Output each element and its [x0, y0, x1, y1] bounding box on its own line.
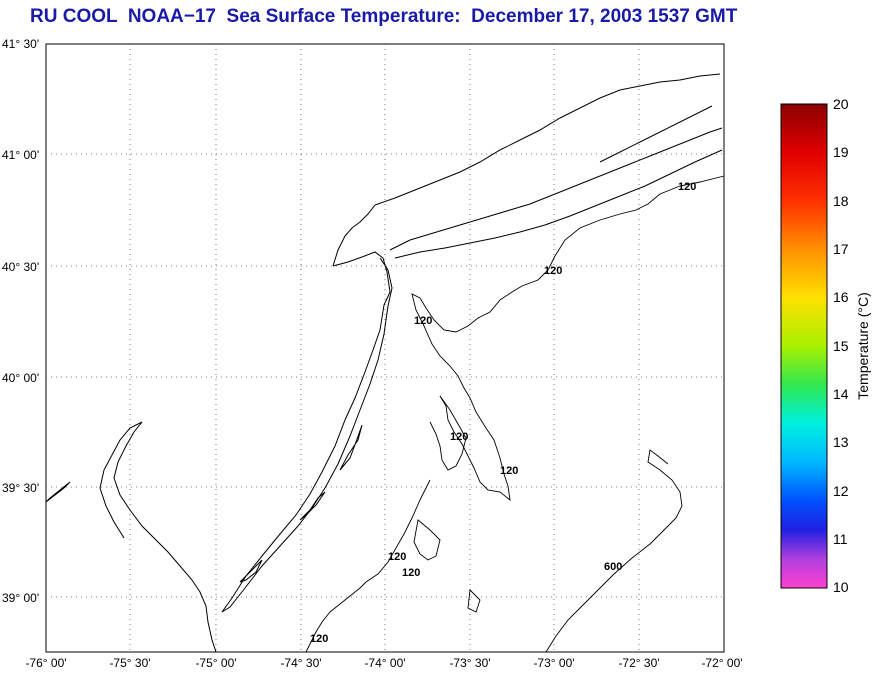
colorbar — [780, 103, 828, 589]
colorbar-tick: 13 — [833, 434, 849, 450]
map-frame — [45, 43, 725, 653]
colorbar-tick: 17 — [833, 241, 849, 257]
lon-label: -74° 30' — [280, 656, 321, 670]
contour-label: 120 — [544, 265, 562, 277]
contour-label: 120 — [678, 181, 696, 193]
contour-label: 120 — [450, 431, 468, 443]
lat-label: 41° 30' — [2, 37, 39, 51]
lon-label: -75° 00' — [195, 656, 236, 670]
contour-label: 120 — [388, 551, 406, 563]
lon-label: -72° 30' — [618, 656, 659, 670]
contour-label: 120 — [310, 633, 328, 645]
lon-label: -73° 30' — [449, 656, 490, 670]
contour-label: 120 — [414, 315, 432, 327]
colorbar-tick: 14 — [833, 386, 849, 402]
isobath-600 — [545, 449, 683, 653]
lat-label: 39° 00' — [2, 591, 39, 605]
colorbar-tick: 20 — [833, 96, 849, 112]
colorbar-tick: 16 — [833, 289, 849, 305]
colorbar-tick: 18 — [833, 193, 849, 209]
latitude-labels: 41° 30' 41° 00' 40° 30' 40° 00' 39° 30' … — [2, 37, 39, 605]
graticule — [46, 44, 724, 652]
lat-label: 39° 30' — [2, 481, 39, 495]
colorbar-tick: 11 — [833, 531, 848, 547]
lon-label: -76° 00' — [25, 656, 66, 670]
colorbar-tick: 12 — [833, 483, 849, 499]
coastline — [45, 73, 723, 653]
lat-label: 41° 00' — [2, 148, 39, 162]
colorbar-tick: 19 — [833, 144, 849, 160]
colorbar-title: Temperature (°C) — [855, 292, 871, 400]
lat-label: 40° 30' — [2, 260, 39, 274]
contour-label: 120 — [402, 567, 420, 579]
lon-label: -75° 30' — [109, 656, 150, 670]
colorbar-ticks: 20 19 18 17 16 15 14 13 12 11 10 — [833, 96, 849, 595]
lat-label: 40° 00' — [2, 371, 39, 385]
colorbar-tick: 15 — [833, 338, 849, 354]
page-title: RU COOL NOAA−17 Sea Surface Temperature:… — [30, 6, 738, 27]
contour-label: 120 — [500, 465, 518, 477]
contour-label: 600 — [604, 561, 622, 573]
longitude-labels: -76° 00' -75° 30' -75° 00' -74° 30' -74°… — [25, 656, 742, 670]
lon-label: -74° 00' — [364, 656, 405, 670]
lon-label: -72° 00' — [701, 656, 742, 670]
colorbar-tick: 10 — [833, 579, 849, 595]
isobath-120 — [305, 175, 725, 653]
lon-label: -73° 00' — [533, 656, 574, 670]
